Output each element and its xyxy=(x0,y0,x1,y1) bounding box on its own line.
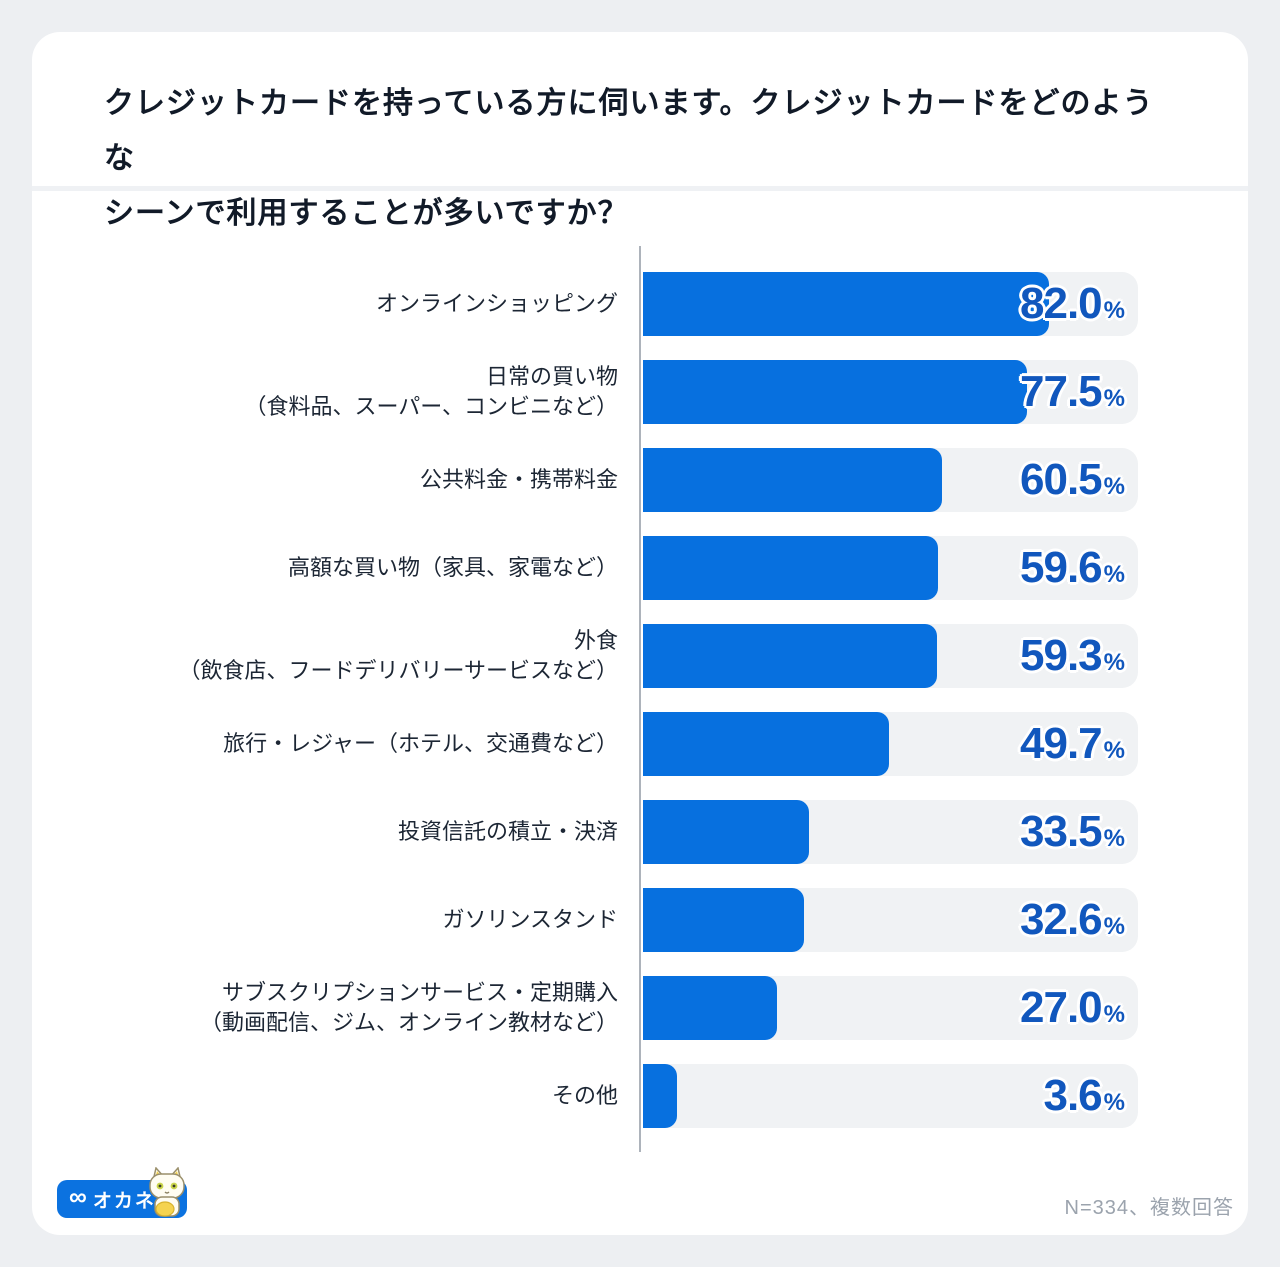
bar-track: 77.5% xyxy=(643,360,1138,424)
bar xyxy=(643,272,1049,336)
value-label: 33.5% xyxy=(1020,807,1125,856)
value-label: 59.3% xyxy=(1020,631,1125,680)
category-label: オンラインショッピング xyxy=(375,291,618,316)
bar-track: 59.3% xyxy=(643,624,1138,688)
okaneko-logo: ∞ オカネコ xyxy=(57,1167,187,1218)
chart-row: 投資信託の積立・決済 33.5% xyxy=(32,800,1248,864)
value-label: 59.6% xyxy=(1020,543,1125,592)
question-title: クレジットカードを持っている方に伺います。クレジットカードをどのような シーンで… xyxy=(104,87,1154,230)
category-label: 投資信託の積立・決済 xyxy=(397,819,618,844)
value-label: 82.0% xyxy=(1020,279,1125,328)
chart-row: サブスクリプションサービス・定期購入 （動画配信、ジム、オンライン教材など） 27… xyxy=(32,976,1248,1040)
category-label: サブスクリプションサービス・定期購入 （動画配信、ジム、オンライン教材など） xyxy=(199,980,618,1035)
bar xyxy=(643,624,937,688)
value-label: 27.0% xyxy=(1020,983,1125,1032)
survey-card: クレジットカードを持っている方に伺います。クレジットカードをどのような シーンで… xyxy=(32,32,1248,1235)
axis-baseline xyxy=(639,246,641,1152)
chart-row: 外食 （飲食店、フードデリバリーサービスなど） 59.3% xyxy=(32,624,1248,688)
header-divider xyxy=(32,186,1248,191)
card-header: クレジットカードを持っている方に伺います。クレジットカードをどのような シーンで… xyxy=(32,32,1248,230)
bar xyxy=(643,448,943,512)
bar-track: 27.0% xyxy=(643,976,1138,1040)
chart-row: 日常の買い物 （食料品、スーパー、コンビニなど） 77.5% xyxy=(32,360,1248,424)
category-label: ガソリンスタンド xyxy=(442,907,618,932)
value-label: 32.6% xyxy=(1020,895,1125,944)
bar xyxy=(643,360,1027,424)
bar-chart: オンラインショッピング 82.0% 日常の買い物 （食料品、スーパー、コンビニなど… xyxy=(32,191,1248,1235)
category-label: 高額な買い物（家具、家電など） xyxy=(287,555,618,580)
value-label: 60.5% xyxy=(1020,455,1125,504)
bar xyxy=(643,976,777,1040)
chart-row: その他 3.6% xyxy=(32,1064,1248,1128)
bar xyxy=(643,1064,677,1128)
bar-track: 59.6% xyxy=(643,536,1138,600)
category-label: その他 xyxy=(551,1083,618,1108)
bar xyxy=(643,888,805,952)
category-label: 公共料金・携帯料金 xyxy=(419,467,618,492)
bar-track: 60.5% xyxy=(643,448,1138,512)
chart-row: 旅行・レジャー（ホテル、交通費など） 49.7% xyxy=(32,712,1248,776)
category-label: 日常の買い物 （食料品、スーパー、コンビニなど） xyxy=(244,364,618,419)
category-label: 旅行・レジャー（ホテル、交通費など） xyxy=(223,731,618,756)
bar xyxy=(643,536,939,600)
sample-size-note: N=334、複数回答 xyxy=(1064,1197,1234,1219)
bar xyxy=(643,800,809,864)
bar xyxy=(643,712,889,776)
chart-row: 高額な買い物（家具、家電など） 59.6% xyxy=(32,536,1248,600)
value-label: 49.7% xyxy=(1020,719,1125,768)
chart-row: オンラインショッピング 82.0% xyxy=(32,272,1248,336)
chart-row: 公共料金・携帯料金 60.5% xyxy=(32,448,1248,512)
category-label: 外食 （飲食店、フードデリバリーサービスなど） xyxy=(178,628,618,683)
bar-track: 33.5% xyxy=(643,800,1138,864)
cat-mascot-icon xyxy=(149,1167,185,1217)
bar-track: 82.0% xyxy=(643,272,1138,336)
value-label: 77.5% xyxy=(1020,367,1125,416)
bar-track: 32.6% xyxy=(643,888,1138,952)
chart-row: ガソリンスタンド 32.6% xyxy=(32,888,1248,952)
infinity-goggles-icon: ∞ xyxy=(69,1183,87,1211)
bar-track: 49.7% xyxy=(643,712,1138,776)
value-label: 3.6% xyxy=(1043,1071,1125,1120)
bar-track: 3.6% xyxy=(643,1064,1138,1128)
chart-rows: オンラインショッピング 82.0% 日常の買い物 （食料品、スーパー、コンビニなど… xyxy=(32,272,1248,1152)
